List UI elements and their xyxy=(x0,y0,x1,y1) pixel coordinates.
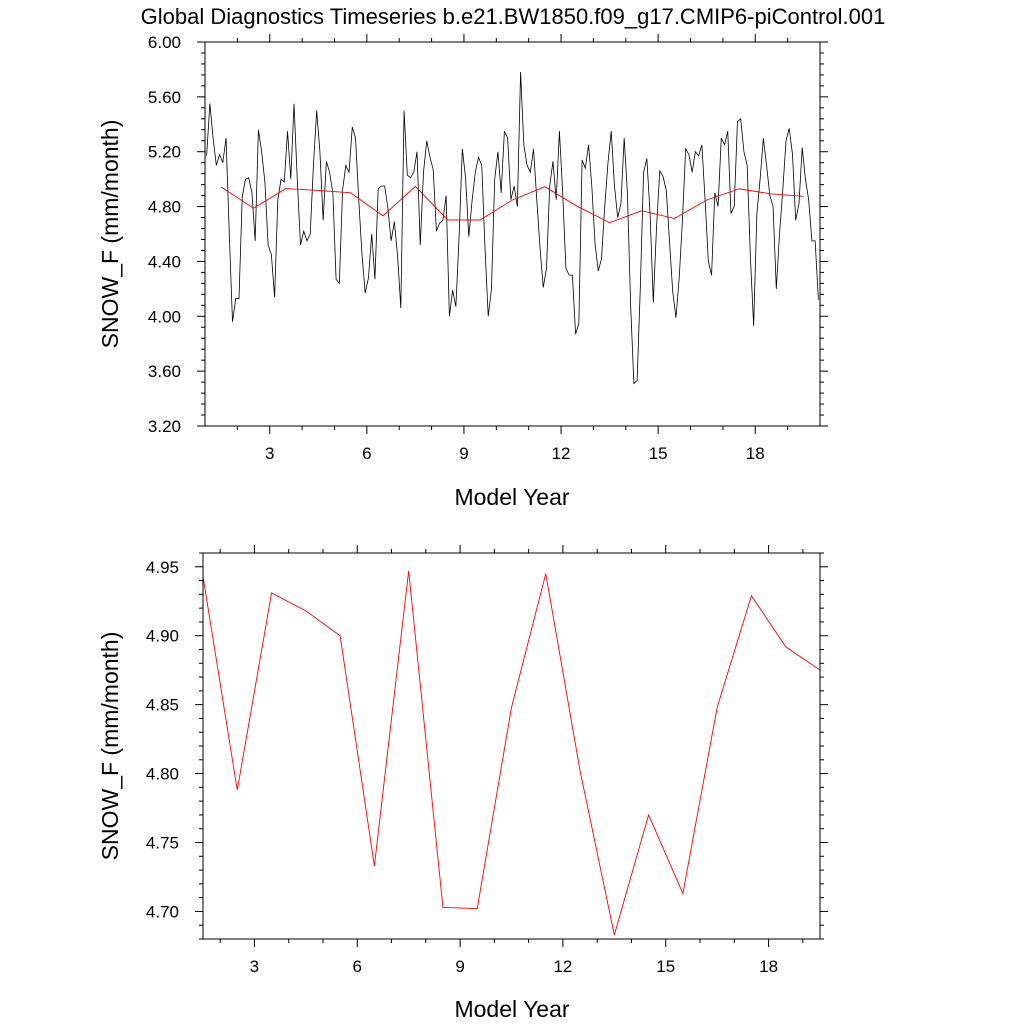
bottom-y-axis-label: SNOW_F (mm/month) xyxy=(97,632,123,861)
top-x-tick-label: 3 xyxy=(265,444,274,463)
bottom-series-lines xyxy=(202,570,821,935)
top-x-tick-label: 15 xyxy=(649,444,668,463)
bottom-y-tick-label: 4.90 xyxy=(146,627,179,646)
top-y-tick-label: 3.20 xyxy=(148,417,181,436)
top-annual-series-line xyxy=(220,185,804,224)
bottom-x-tick-label: 6 xyxy=(353,957,362,976)
top-panel: 3 6 9 12 15 18 3.20 3.60 4.00 4.40 4.80 5.20 5.60 6.0… xyxy=(97,33,828,510)
bottom-x-tick-label: 3 xyxy=(250,957,259,976)
top-series-lines xyxy=(206,72,819,385)
top-y-tick-label: 5.20 xyxy=(148,143,181,162)
bottom-panel: 3 6 9 12 15 18 4.70 4.75 4.80 4.85 4.90 4.95 SNOW_F… xyxy=(97,545,828,1022)
bottom-x-axis-label: Model Year xyxy=(454,996,569,1022)
bottom-y-tick-label: 4.70 xyxy=(146,902,179,921)
bottom-y-tick-label: 4.75 xyxy=(146,834,179,853)
bottom-plot-frame xyxy=(202,552,821,940)
bottom-axis-ticks: 3 6 9 12 15 18 4.70 4.75 4.80 4.85 4.90 4.95 xyxy=(146,545,828,976)
top-x-tick-label: 6 xyxy=(362,444,371,463)
bottom-x-tick-label: 18 xyxy=(759,957,778,976)
bottom-x-tick-label: 9 xyxy=(455,957,464,976)
top-x-tick-label: 18 xyxy=(746,444,765,463)
top-y-tick-label: 5.60 xyxy=(148,88,181,107)
top-y-tick-label: 4.80 xyxy=(148,198,181,217)
top-x-axis-label: Model Year xyxy=(454,484,569,510)
bottom-y-tick-label: 4.85 xyxy=(146,696,179,715)
top-axis-ticks: 3 6 9 12 15 18 3.20 3.60 4.00 4.40 4.80 5.20 5.60 6.0… xyxy=(148,33,828,463)
top-x-tick-label: 9 xyxy=(459,444,468,463)
top-y-axis-label: SNOW_F (mm/month) xyxy=(97,120,123,349)
bottom-x-tick-label: 12 xyxy=(553,957,572,976)
bottom-y-tick-label: 4.80 xyxy=(146,765,179,784)
top-y-tick-label: 4.40 xyxy=(148,252,181,271)
top-y-tick-label: 4.00 xyxy=(148,307,181,326)
top-y-tick-label: 6.00 xyxy=(148,33,181,52)
bottom-y-tick-label: 4.95 xyxy=(146,558,179,577)
top-plot-frame xyxy=(204,41,821,427)
top-y-tick-label: 3.60 xyxy=(148,362,181,381)
bottom-annual-series-line xyxy=(202,570,821,935)
bottom-x-tick-label: 15 xyxy=(656,957,675,976)
top-monthly-series-line xyxy=(206,72,819,385)
top-x-tick-label: 12 xyxy=(552,444,571,463)
chart-title: Global Diagnostics Timeseries b.e21.BW18… xyxy=(141,4,886,29)
